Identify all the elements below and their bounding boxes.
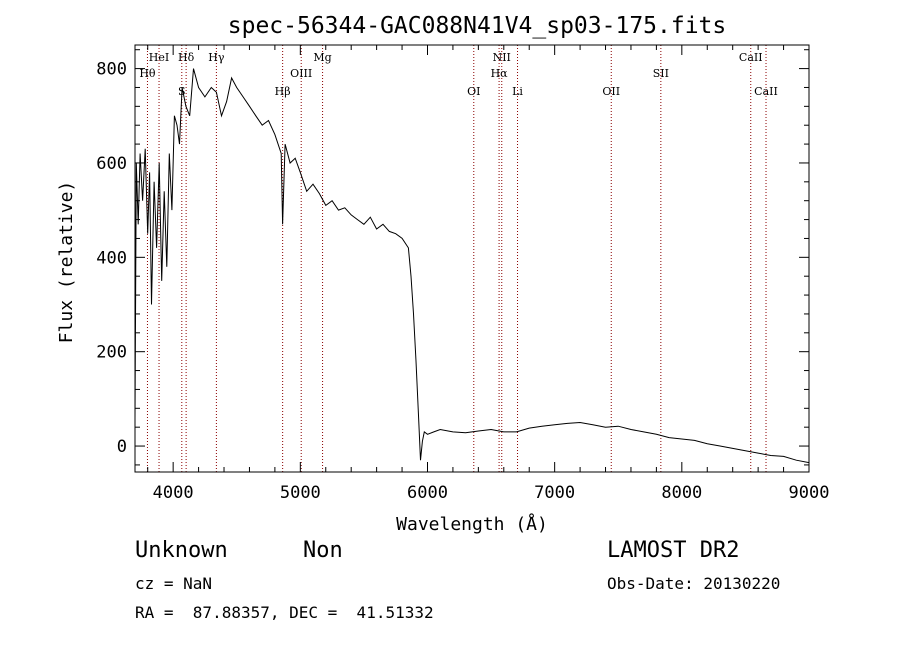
redshift-value: cz = NaN [135, 574, 213, 593]
line-marker-label: Hγ [208, 51, 225, 64]
y-tick-label: 600 [96, 154, 127, 174]
spectrum-series [134, 68, 810, 464]
line-marker-label: OII [602, 85, 620, 98]
x-tick-label: 7000 [534, 483, 575, 503]
obs-date: Obs-Date: 20130220 [607, 574, 781, 593]
line-marker-label: Hα [491, 67, 509, 80]
plot-frame [134, 44, 810, 473]
y-tick-label: 0 [117, 437, 127, 457]
x-tick-label: 9000 [789, 483, 830, 503]
y-tick-label: 400 [96, 248, 127, 268]
line-marker-label: Mg [313, 51, 331, 64]
y-tick-label: 200 [96, 343, 127, 363]
line-marker-label: Hδ [178, 51, 195, 64]
y-axis-label: Flux (relative) [56, 181, 77, 344]
survey-name: LAMOST DR2 [607, 538, 740, 563]
x-tick-label: 8000 [661, 483, 702, 503]
spectrum-line [134, 68, 810, 464]
line-marker-label: Hθ [139, 67, 156, 80]
line-marker-label: OI [467, 85, 480, 98]
x-tick-label: 6000 [407, 483, 448, 503]
line-marker-label: Li [512, 85, 523, 98]
line-marker-label: SII [653, 67, 669, 80]
line-marker-label: HeI [149, 51, 169, 64]
coordinates: RA = 87.88357, DEC = 41.51332 [135, 603, 434, 622]
y-tick-label: 800 [96, 60, 127, 80]
line-marker-label: CaII [754, 85, 778, 98]
line-marker-label: OIII [290, 67, 312, 80]
line-marker-label: Hβ [275, 85, 291, 98]
chart-title: spec-56344-GAC088N41V4_sp03-175.fits [228, 13, 727, 39]
spectral-subclass: Non [303, 538, 343, 563]
line-marker-label: CaII [739, 51, 763, 64]
axis-ticks: 4000 5000 6000 7000 8000 9000 0 200 400 600 800 [96, 45, 829, 503]
x-tick-label: 5000 [280, 483, 321, 503]
x-axis-label: Wavelength (Å) [396, 513, 548, 535]
x-tick-label: 4000 [153, 483, 194, 503]
spectral-class: Unknown [135, 538, 228, 563]
line-marker-label: NII [493, 51, 511, 64]
